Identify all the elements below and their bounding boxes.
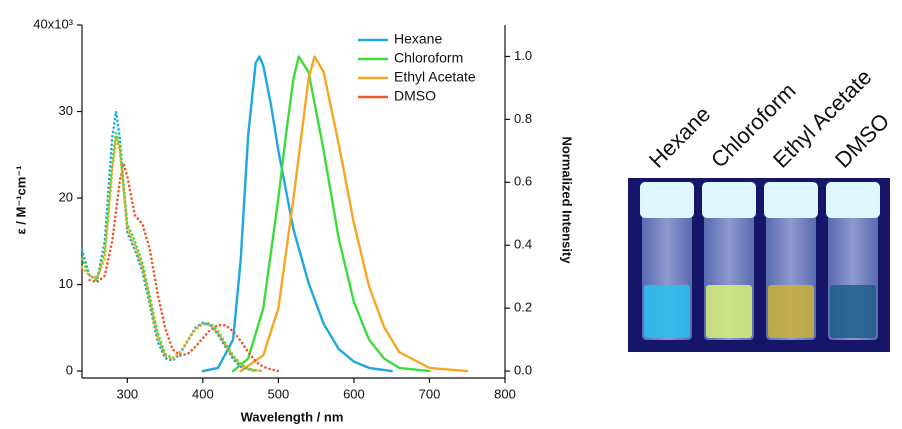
x-tick-label: 500: [268, 386, 290, 401]
legend-label: Hexane: [394, 31, 442, 47]
y-axis-title: ε / M⁻¹cm⁻¹: [13, 165, 28, 234]
absorption-line: [80, 110, 257, 373]
x-tick-label: 700: [419, 386, 441, 401]
absorption-line: [80, 131, 265, 373]
emission-line: [201, 55, 393, 373]
vial-cap: [826, 182, 880, 218]
x-axis-title: Wavelength / nm: [241, 409, 344, 424]
x-tick-label: 400: [192, 386, 214, 401]
y2-axis-title: Normalized Intensity: [560, 136, 575, 264]
y2-tick-label: 0.6: [514, 174, 532, 189]
y2-tick-label: 0.2: [514, 300, 532, 315]
y2-tick-label: 0.8: [514, 111, 532, 126]
legend-label: DMSO: [394, 88, 436, 104]
vial-photo: [628, 178, 890, 352]
emission-line: [231, 55, 431, 373]
vial-liquid: [644, 285, 690, 338]
y2-tick-label: 0.4: [514, 237, 532, 252]
x-tick-label: 600: [343, 386, 365, 401]
vial-liquid: [768, 285, 814, 338]
absorption-line: [88, 162, 280, 373]
vial-liquid: [706, 285, 752, 338]
absorption-line: [80, 136, 265, 373]
y-tick-label: 40x10³: [33, 16, 73, 31]
emission-line: [239, 55, 469, 373]
x-tick-label: 800: [494, 386, 516, 401]
x-tick-label: 300: [116, 386, 138, 401]
vial-cap: [702, 182, 756, 218]
y2-tick-label: 0.0: [514, 363, 532, 378]
vial-label: Hexane: [644, 101, 715, 172]
legend-label: Chloroform: [394, 50, 463, 66]
legend-label: Ethyl Acetate: [394, 69, 476, 85]
vial-cap: [640, 182, 694, 218]
y-tick-label: 30: [59, 103, 73, 118]
y2-tick-label: 1.0: [514, 48, 532, 63]
y-tick-label: 10: [59, 276, 73, 291]
y-tick-label: 20: [59, 189, 73, 204]
vial-liquid: [830, 285, 876, 338]
y-tick-label: 0: [66, 363, 73, 378]
vial-cap: [764, 182, 818, 218]
